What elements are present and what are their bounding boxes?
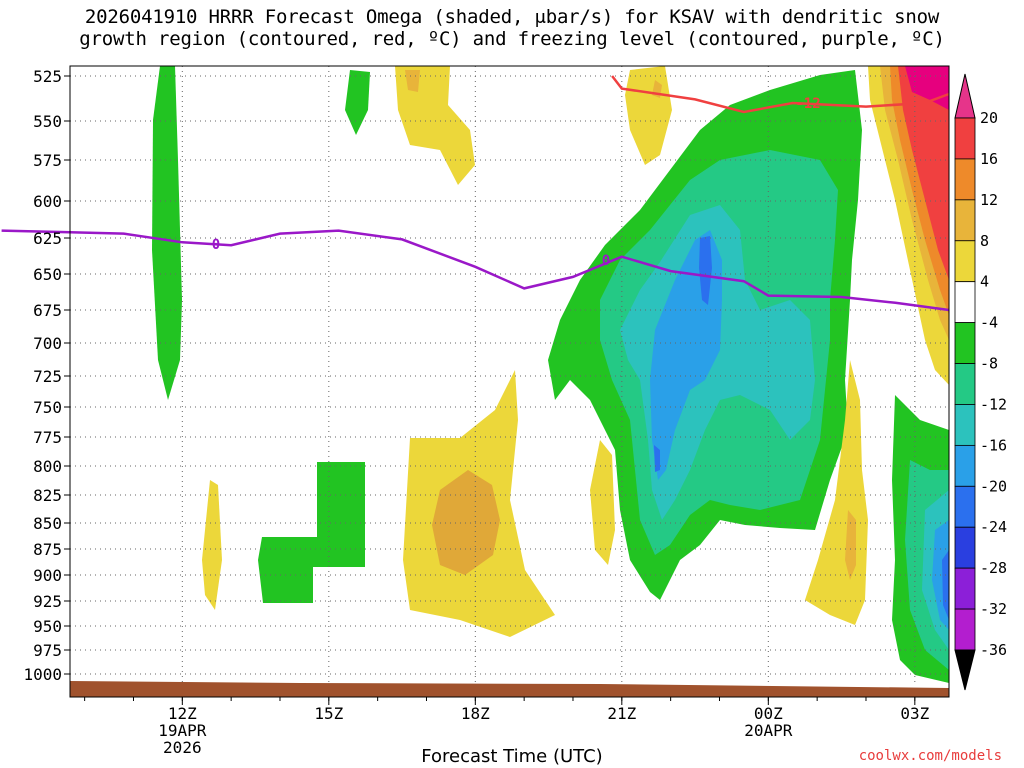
colorbar-label--16: -16 (980, 436, 1007, 454)
y-tick-label-650: 650 (33, 265, 62, 284)
colorbar-label-20: 20 (980, 109, 998, 127)
y-tick-label-875: 875 (33, 540, 62, 559)
freezing-level-label-21z: 0 (602, 253, 610, 269)
omega-shading (152, 66, 949, 683)
title-line-1: 2026041910 HRRR Forecast Omega (shaded, … (84, 6, 940, 28)
colorbar-segment--20 (954, 485, 976, 528)
credit-link[interactable]: coolwx.com/models (858, 748, 1002, 764)
colorbar-label-12: 12 (980, 191, 998, 209)
y-tick-label-700: 700 (33, 334, 62, 353)
green-ascent-small-15z (345, 70, 370, 135)
green-ascent-low-15z (258, 462, 365, 603)
x-tick-label-18Z: 18Z (461, 704, 490, 723)
y-tick-label-975: 975 (33, 641, 62, 660)
y-tick-label-600: 600 (33, 192, 62, 211)
green-ascent-column-12z (152, 66, 182, 400)
x-tick-date-00Z: 20APR (744, 721, 793, 740)
colorbar-top-arrow (954, 73, 976, 119)
y-tick-label-625: 625 (33, 229, 62, 248)
colorbar-segment--4 (954, 322, 976, 364)
orange-descent-0030z (845, 510, 856, 580)
colorbar-segment--16 (954, 444, 976, 487)
x-tick-label-12Z: 12Z (168, 704, 197, 723)
yellow-descent-top-22z (625, 66, 672, 165)
y-tick-label-575: 575 (33, 151, 62, 170)
chart-title: 2026041910 HRRR Forecast Omega (shaded, … (0, 6, 1024, 50)
y-tick-label-825: 825 (33, 486, 62, 505)
x-tick-label-03Z: 03Z (900, 704, 929, 723)
colorbar: 20 16 12 8 4 -4 -8 -12 -16 -20 -24 -28 -32 -36 (954, 73, 1007, 691)
y-tick-label-725: 725 (33, 367, 62, 386)
title-line-2: growth region (contoured, red, ºC) and f… (79, 28, 945, 50)
colorbar-segment-4 (954, 281, 976, 324)
deep-blue-ascent-core (699, 236, 712, 305)
yellow-descent-top-2 (405, 70, 420, 92)
colorbar-segment--24 (954, 526, 976, 569)
deep-blue-ascent-low (654, 445, 660, 472)
colorbar-label--12: -12 (980, 395, 1007, 413)
colorbar-segment-16 (954, 158, 976, 201)
orange-descent-18z (432, 470, 500, 575)
y-tick-label-775: 775 (33, 428, 62, 447)
freezing-level-line (1, 229, 950, 312)
colorbar-segment--32 (954, 608, 976, 651)
contour-lines: 0 0 -12 (1, 75, 950, 312)
y-tick-label-900: 900 (33, 566, 62, 585)
colorbar-label-16: 16 (980, 150, 998, 168)
x-axis-title: Forecast Time (UTC) (421, 746, 603, 767)
colorbar-label--32: -32 (980, 600, 1007, 618)
x-tick-label-21Z: 21Z (607, 704, 636, 723)
descent-red-top-right (898, 66, 949, 280)
y-tick-label-800: 800 (33, 457, 62, 476)
colorbar-label--8: -8 (980, 355, 998, 373)
colorbar-label-8: 8 (980, 232, 989, 250)
colorbar-segment--28 (954, 567, 976, 610)
plot-frame (69, 65, 950, 698)
colorbar-segment-12 (954, 199, 976, 242)
x-tick-year-12Z: 2026 (163, 738, 202, 757)
ground-surface (70, 681, 949, 697)
colorbar-bottom-arrow (954, 649, 976, 691)
y-tick-label-525: 525 (33, 67, 62, 86)
y-tick-label-550: 550 (33, 112, 62, 131)
darkblue-ascent-right-03z (942, 550, 949, 620)
y-tick-label-950: 950 (33, 617, 62, 636)
y-tick-label-675: 675 (33, 301, 62, 320)
y-tick-label-1000: 1000 (23, 665, 62, 684)
colorbar-segment-8 (954, 240, 976, 283)
colorbar-label-4: 4 (980, 273, 989, 291)
colorbar-label--4: -4 (980, 314, 998, 332)
y-tick-label-750: 750 (33, 398, 62, 417)
y-tick-label-925: 925 (33, 592, 62, 611)
colorbar-label--20: -20 (980, 477, 1007, 495)
freezing-level-label-13z: 0 (212, 237, 220, 253)
y-axis: 525 550 575 600 625 650 675 700 725 750 775 800 825 8… (23, 67, 70, 684)
x-tick-date-12Z: 19APR (158, 721, 207, 740)
colorbar-segment-20 (954, 117, 976, 160)
x-tick-label-15Z: 15Z (314, 704, 343, 723)
x-tick-label-00Z: 00Z (754, 704, 783, 723)
colorbar-segment--8 (954, 363, 976, 405)
yellow-descent-2130z (590, 440, 615, 565)
y-tick-label-850: 850 (33, 514, 62, 533)
colorbar-label--36: -36 (980, 641, 1007, 659)
yellow-descent-12z-low (202, 480, 222, 610)
dendritic-growth-line (611, 75, 950, 114)
yellow-descent-top (395, 66, 475, 185)
colorbar-label--24: -24 (980, 518, 1007, 536)
colorbar-label--28: -28 (980, 559, 1007, 577)
dgz-label: -12 (795, 96, 820, 112)
colorbar-segment--12 (954, 404, 976, 446)
